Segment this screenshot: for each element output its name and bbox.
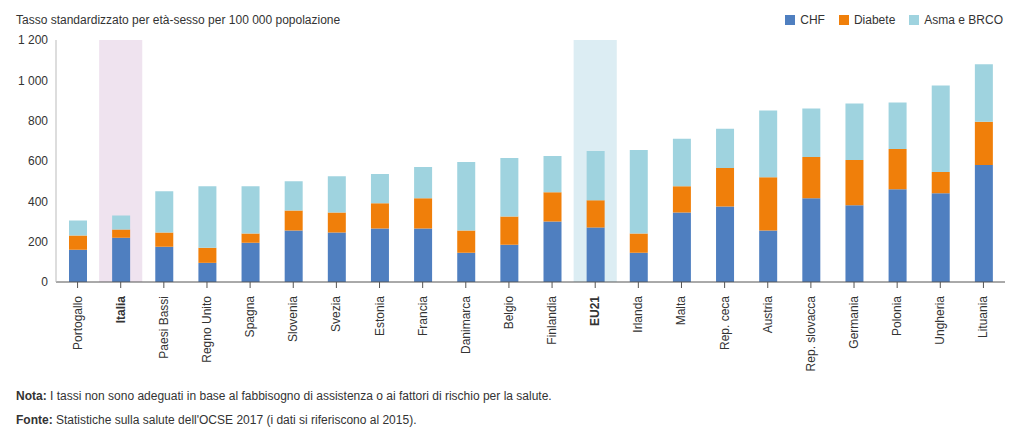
svg-text:Polonia: Polonia	[890, 296, 904, 336]
svg-text:400: 400	[28, 195, 48, 209]
svg-text:Francia: Francia	[416, 296, 430, 336]
svg-text:200: 200	[28, 235, 48, 249]
html-text:CHF: CHF	[800, 13, 825, 27]
svg-text:1 200: 1 200	[18, 33, 48, 47]
svg-text:0: 0	[41, 275, 48, 289]
svg-text:Malta: Malta	[674, 296, 688, 326]
svg-text:Italia: Italia	[114, 296, 128, 324]
svg-text:Irlanda: Irlanda	[631, 296, 645, 333]
svg-text:Ungheria: Ungheria	[933, 296, 947, 345]
svg-text:Finlandia: Finlandia	[545, 296, 559, 345]
svg-text:1 000: 1 000	[18, 74, 48, 88]
svg-text:Estonia: Estonia	[373, 296, 387, 336]
svg-text:Rep. slovacca: Rep. slovacca	[804, 296, 818, 372]
html-text:Fonte: Statistiche sulla salut: Fonte: Statistiche sulla salute dell'OCS…	[16, 413, 417, 427]
html-text:Nota: I tassi non sono adeguat: Nota: I tassi non sono adeguati in base …	[16, 389, 552, 403]
svg-text:Germania: Germania	[847, 296, 861, 349]
html-text:Tasso standardizzato per età-s: Tasso standardizzato per età-sesso per 1…	[16, 13, 341, 27]
svg-text:Paesi Bassi: Paesi Bassi	[157, 296, 171, 359]
html-text:Asma e BRCO: Asma e BRCO	[924, 13, 1003, 27]
svg-text:600: 600	[28, 154, 48, 168]
svg-text:Austria: Austria	[761, 296, 775, 334]
svg-text:Rep. ceca: Rep. ceca	[718, 296, 732, 350]
svg-text:Slovenia: Slovenia	[286, 296, 300, 342]
svg-text:Regno Unito: Regno Unito	[200, 296, 214, 363]
svg-text:Svezia: Svezia	[329, 296, 343, 332]
svg-text:EU21: EU21	[588, 296, 602, 326]
svg-text:Danimarca: Danimarca	[459, 296, 473, 354]
svg-text:Lituania: Lituania	[976, 296, 990, 338]
svg-text:Portogallo: Portogallo	[71, 296, 85, 350]
svg-text:Spagna: Spagna	[243, 296, 257, 338]
svg-text:800: 800	[28, 114, 48, 128]
svg-text:Belgio: Belgio	[502, 296, 516, 330]
html-text:Diabete: Diabete	[853, 13, 896, 27]
